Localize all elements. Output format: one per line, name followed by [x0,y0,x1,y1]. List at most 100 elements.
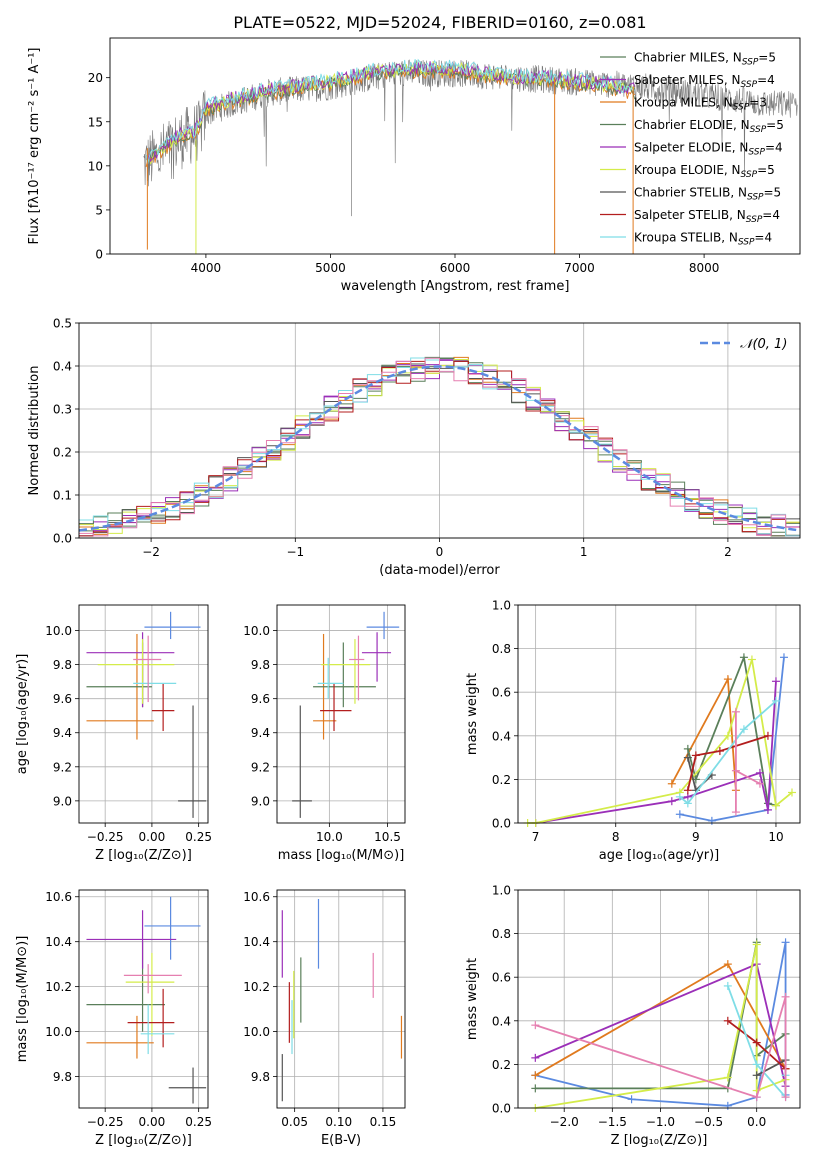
plot-area [143,58,798,254]
axes-frame [517,889,801,1109]
x-tick-label: −0.25 [87,1115,124,1129]
axes-frame [78,604,209,824]
hist-step-pink [79,357,800,537]
x-tick-label: 10.0 [316,830,343,844]
x-tick-label: −2 [142,545,160,559]
y-tick-label: 9.0 [53,794,72,808]
legend-label: Chabrier STELIB, NSSP=5 [634,186,781,203]
x-tick-label: 2 [724,545,732,559]
legend-label: Salpeter ELODIE, NSSP=4 [634,141,783,158]
model-line-cyan [145,58,635,165]
chart-mass_vs_EBV: 0.05 0.10 0.15 9.8 10.0 10.2 10.4 10.6 E(B-V) [243,889,406,1148]
weight-line-cyan [679,700,777,805]
x-tick-label: −1 [286,545,304,559]
axes-frame [78,322,801,539]
plot-area [292,611,400,818]
x-tick-label: 9 [692,830,700,844]
x-tick-label: 0 [436,545,444,559]
normal-curve [78,365,801,532]
x-tick-label: 7 [532,830,540,844]
axes-frame [276,889,406,1109]
y-tick-label: 0.4 [492,1014,511,1028]
legend-label: 𝒩(0, 1) [740,337,787,352]
x-tick-label: 0.05 [281,1115,308,1129]
axes-frame [109,37,801,255]
y-tick-label: 0.0 [53,532,72,546]
figure-title: PLATE=0522, MJD=52024, FIBERID=0160, z=0… [233,13,646,32]
plot-area [78,356,801,537]
x-axis-label: age [log₁₀(age/yr)] [599,848,720,863]
grid [518,604,800,824]
axes-frame [78,889,209,1109]
x-tick-label: −1.0 [646,1115,675,1129]
legend-label: Chabrier MILES, NSSP=5 [634,51,776,68]
chart-age_vs_mass: 10.0 10.5 9.0 9.2 9.4 9.6 9.8 10.0 mass [log₁₀(M… [243,604,406,863]
y-tick-label: 10.4 [45,935,72,949]
x-tick-label: 7000 [564,261,595,275]
y-tick-label: 10 [88,159,103,173]
y-tick-label: 9.4 [53,726,72,740]
y-tick-label: 0.3 [53,403,72,417]
x-tick-label: −0.25 [87,830,124,844]
weight-line-red [686,734,769,791]
x-axis-label: Z [log₁₀(Z/Z⊙)] [95,848,192,863]
weight-line-blue [679,657,785,822]
chart-weight_vs_Z: −2.0 −1.5 −1.0 −0.5 0.0 0.0 0.2 0.4 0.6 0.8 1.0 Z [… [465,884,801,1148]
y-axis-label: mass [log₁₀(M/M⊙)] [15,936,30,1063]
x-tick-label: −1.5 [598,1115,627,1129]
weight-line-purple [535,681,777,824]
x-axis-label: Z [log₁₀(Z/Z⊙)] [611,1133,708,1148]
x-tick-label: 6000 [440,261,471,275]
plot-area [523,653,796,827]
plot-area [531,938,790,1112]
x-tick-label: −2.0 [550,1115,579,1129]
weight-line-pink [535,996,787,1099]
y-tick-label: 9.8 [251,658,270,672]
y-tick-label: 0.1 [53,489,72,503]
grid [277,890,405,1108]
y-tick-label: 1.0 [492,884,511,898]
y-tick-label: 1.0 [492,599,511,613]
legend-label: Kroupa ELODIE, NSSP=5 [634,163,775,180]
y-tick-label: 9.6 [251,692,270,706]
y-tick-label: 10.0 [45,624,72,638]
y-tick-label: 0.2 [492,1058,511,1072]
axes-frame [517,604,801,824]
x-axis-label: mass [log₁₀(M/M⊙)] [278,848,405,863]
x-tick-label: 1 [580,545,588,559]
plot-area [281,898,403,1102]
y-tick-label: 9.8 [53,1070,72,1084]
y-tick-label: 0.0 [492,1102,511,1116]
x-tick-label: 0.15 [370,1115,397,1129]
y-tick-label: 10.2 [243,980,270,994]
y-tick-label: 15 [88,115,103,129]
chart-mass_vs_Z: −0.25 0.00 0.25 9.8 10.0 10.2 10.4 10.6 Z [log₁₀… [15,889,212,1148]
y-tick-label: 0.4 [53,360,72,374]
y-tick-label: 9.2 [251,760,270,774]
x-tick-label: 0.25 [185,1115,212,1129]
x-tick-label: 4000 [191,261,222,275]
grid [79,605,208,823]
axes-frame [276,604,406,824]
x-tick-label: 0.00 [139,1115,166,1129]
x-tick-label: 5000 [315,261,346,275]
plot-area [86,611,207,818]
x-tick-label: −0.5 [694,1115,723,1129]
x-tick-label: 10 [768,830,783,844]
y-tick-label: 0.8 [492,927,511,941]
y-tick-label: 9.4 [251,726,270,740]
model-line-purple [145,61,636,163]
chart-residuals: −2 −1 0 1 2 0.0 0.1 0.2 0.3 0.4 0.5 (data-model)/er… [27,317,801,578]
y-tick-label: 0.0 [492,817,511,831]
y-axis-label: mass weight [465,958,480,1040]
x-axis-label: E(B-V) [321,1133,361,1148]
y-tick-label: 0.6 [492,971,511,985]
y-axis-label: mass weight [465,673,480,755]
x-tick-label: 8000 [689,261,720,275]
x-tick-label: 0.00 [139,830,166,844]
y-tick-label: 10.0 [243,1025,270,1039]
y-tick-label: 0 [95,248,103,262]
plot-area [86,896,207,1104]
